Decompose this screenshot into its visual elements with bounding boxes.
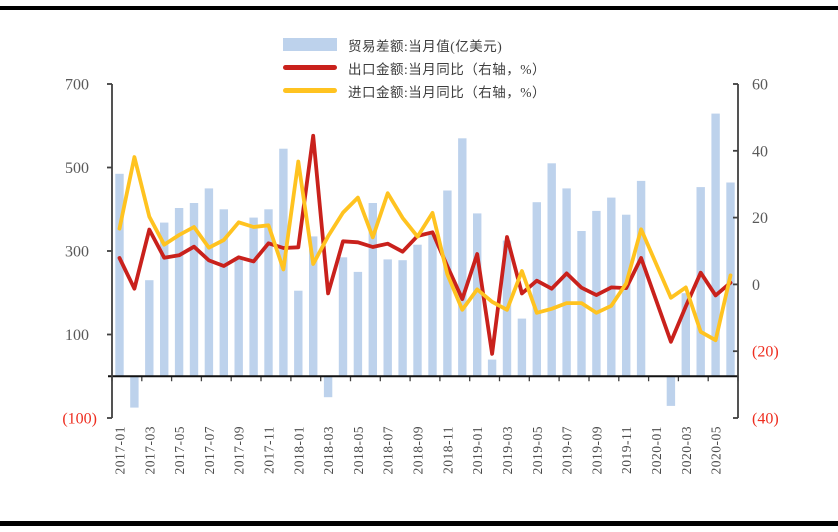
x-axis-label: 2018-07 <box>381 426 396 475</box>
x-axis-label: 2019-09 <box>589 426 604 475</box>
x-axis-label: 2019-11 <box>619 426 634 474</box>
bar-2018-11 <box>443 190 452 377</box>
bar-2017-01 <box>115 173 124 377</box>
bar-2018-08 <box>398 260 407 377</box>
x-axis-label: 2018-01 <box>291 426 306 475</box>
x-axis-label: 2018-05 <box>351 426 366 475</box>
bar-2019-04 <box>517 318 527 377</box>
bar-2018-10 <box>428 234 437 377</box>
right-axis-label: (20) <box>752 344 779 361</box>
bar-2017-03 <box>145 280 154 377</box>
bar-2018-02 <box>309 236 318 377</box>
line-swatch-icon <box>283 88 337 93</box>
bar-2018-04 <box>338 257 348 377</box>
legend-item-trade-balance: 贸易差额:当月值(亿美元) <box>283 33 546 56</box>
x-axis-label: 2017-09 <box>232 426 247 475</box>
chart-legend: 贸易差额:当月值(亿美元) 出口金额:当月同比（右轴，%） 进口金额:当月同比（… <box>283 33 546 102</box>
left-axis-label: (100) <box>62 411 97 428</box>
x-axis-label: 2019-07 <box>560 426 575 475</box>
legend-item-export-yoy: 出口金额:当月同比（右轴，%） <box>283 56 546 79</box>
legend-label-import-yoy: 进口金额:当月同比（右轴，%） <box>348 84 546 100</box>
x-axis-label: 2020-05 <box>709 426 724 475</box>
x-axis-label: 2018-03 <box>321 426 336 475</box>
bar-2017-04 <box>160 222 169 377</box>
bar-2020-02 <box>666 376 676 406</box>
x-axis-label: 2019-05 <box>530 426 545 475</box>
bar-2018-03 <box>323 376 333 398</box>
bar-2018-01 <box>294 290 303 377</box>
right-axis-label: 0 <box>752 277 760 294</box>
x-axis-label: 2020-01 <box>649 426 664 475</box>
bar-2019-06 <box>547 163 556 377</box>
x-axis-label: 2018-09 <box>411 426 426 475</box>
bottom-rule <box>0 521 838 526</box>
x-axis-label: 2020-03 <box>679 426 694 475</box>
bar-2018-06 <box>368 203 377 377</box>
bar-2019-07 <box>562 188 571 377</box>
line-swatch-icon <box>283 65 337 70</box>
bar-2019-12 <box>636 180 646 377</box>
legend-item-import-yoy: 进口金额:当月同比（右轴，%） <box>283 79 546 102</box>
bar-2018-09 <box>413 244 422 377</box>
x-axis-label: 2017-07 <box>202 426 217 475</box>
bar-2017-11 <box>264 209 273 377</box>
x-axis-label: 2017-05 <box>172 426 187 475</box>
bar-2017-07 <box>204 188 214 377</box>
bar-2017-10 <box>249 217 258 377</box>
left-axis-label: 500 <box>65 160 89 177</box>
left-axis-label: 100 <box>65 327 89 344</box>
bar-2020-03 <box>681 293 690 377</box>
bar-swatch-icon <box>283 38 337 51</box>
bar-2020-05 <box>711 113 720 377</box>
bar-2017-06 <box>189 203 199 377</box>
bar-2019-02 <box>487 359 497 377</box>
x-axis-label: 2018-11 <box>440 426 455 474</box>
x-axis-label: 2017-11 <box>262 426 277 474</box>
legend-label-export-yoy: 出口金额:当月同比（右轴，%） <box>348 61 546 77</box>
bar-2017-08 <box>219 209 228 377</box>
right-axis-label: 60 <box>752 77 768 94</box>
right-axis-label: 40 <box>752 143 768 160</box>
bar-2018-12 <box>458 138 467 377</box>
bar-2019-01 <box>473 213 482 377</box>
right-axis-label: (40) <box>752 411 779 428</box>
left-axis-label: 700 <box>65 77 89 94</box>
x-axis-label: 2019-01 <box>470 426 485 475</box>
bar-2017-09 <box>234 257 243 377</box>
bar-2019-11 <box>622 214 631 377</box>
bar-2018-07 <box>383 259 392 377</box>
top-rule <box>0 6 838 10</box>
bar-2020-04 <box>696 187 705 377</box>
left-axis-label: 300 <box>65 244 89 261</box>
right-axis-label: 20 <box>752 210 768 227</box>
bar-2019-05 <box>532 202 541 377</box>
bar-2017-02 <box>130 376 139 408</box>
x-axis-label: 2017-03 <box>142 426 157 475</box>
bar-2018-05 <box>353 271 363 377</box>
legend-label-trade-balance: 贸易差额:当月值(亿美元) <box>348 38 503 54</box>
x-axis-label: 2019-03 <box>500 426 515 475</box>
line-import_yoy <box>117 155 733 343</box>
x-axis-label: 2017-01 <box>113 426 128 475</box>
bar-2017-05 <box>174 208 184 377</box>
